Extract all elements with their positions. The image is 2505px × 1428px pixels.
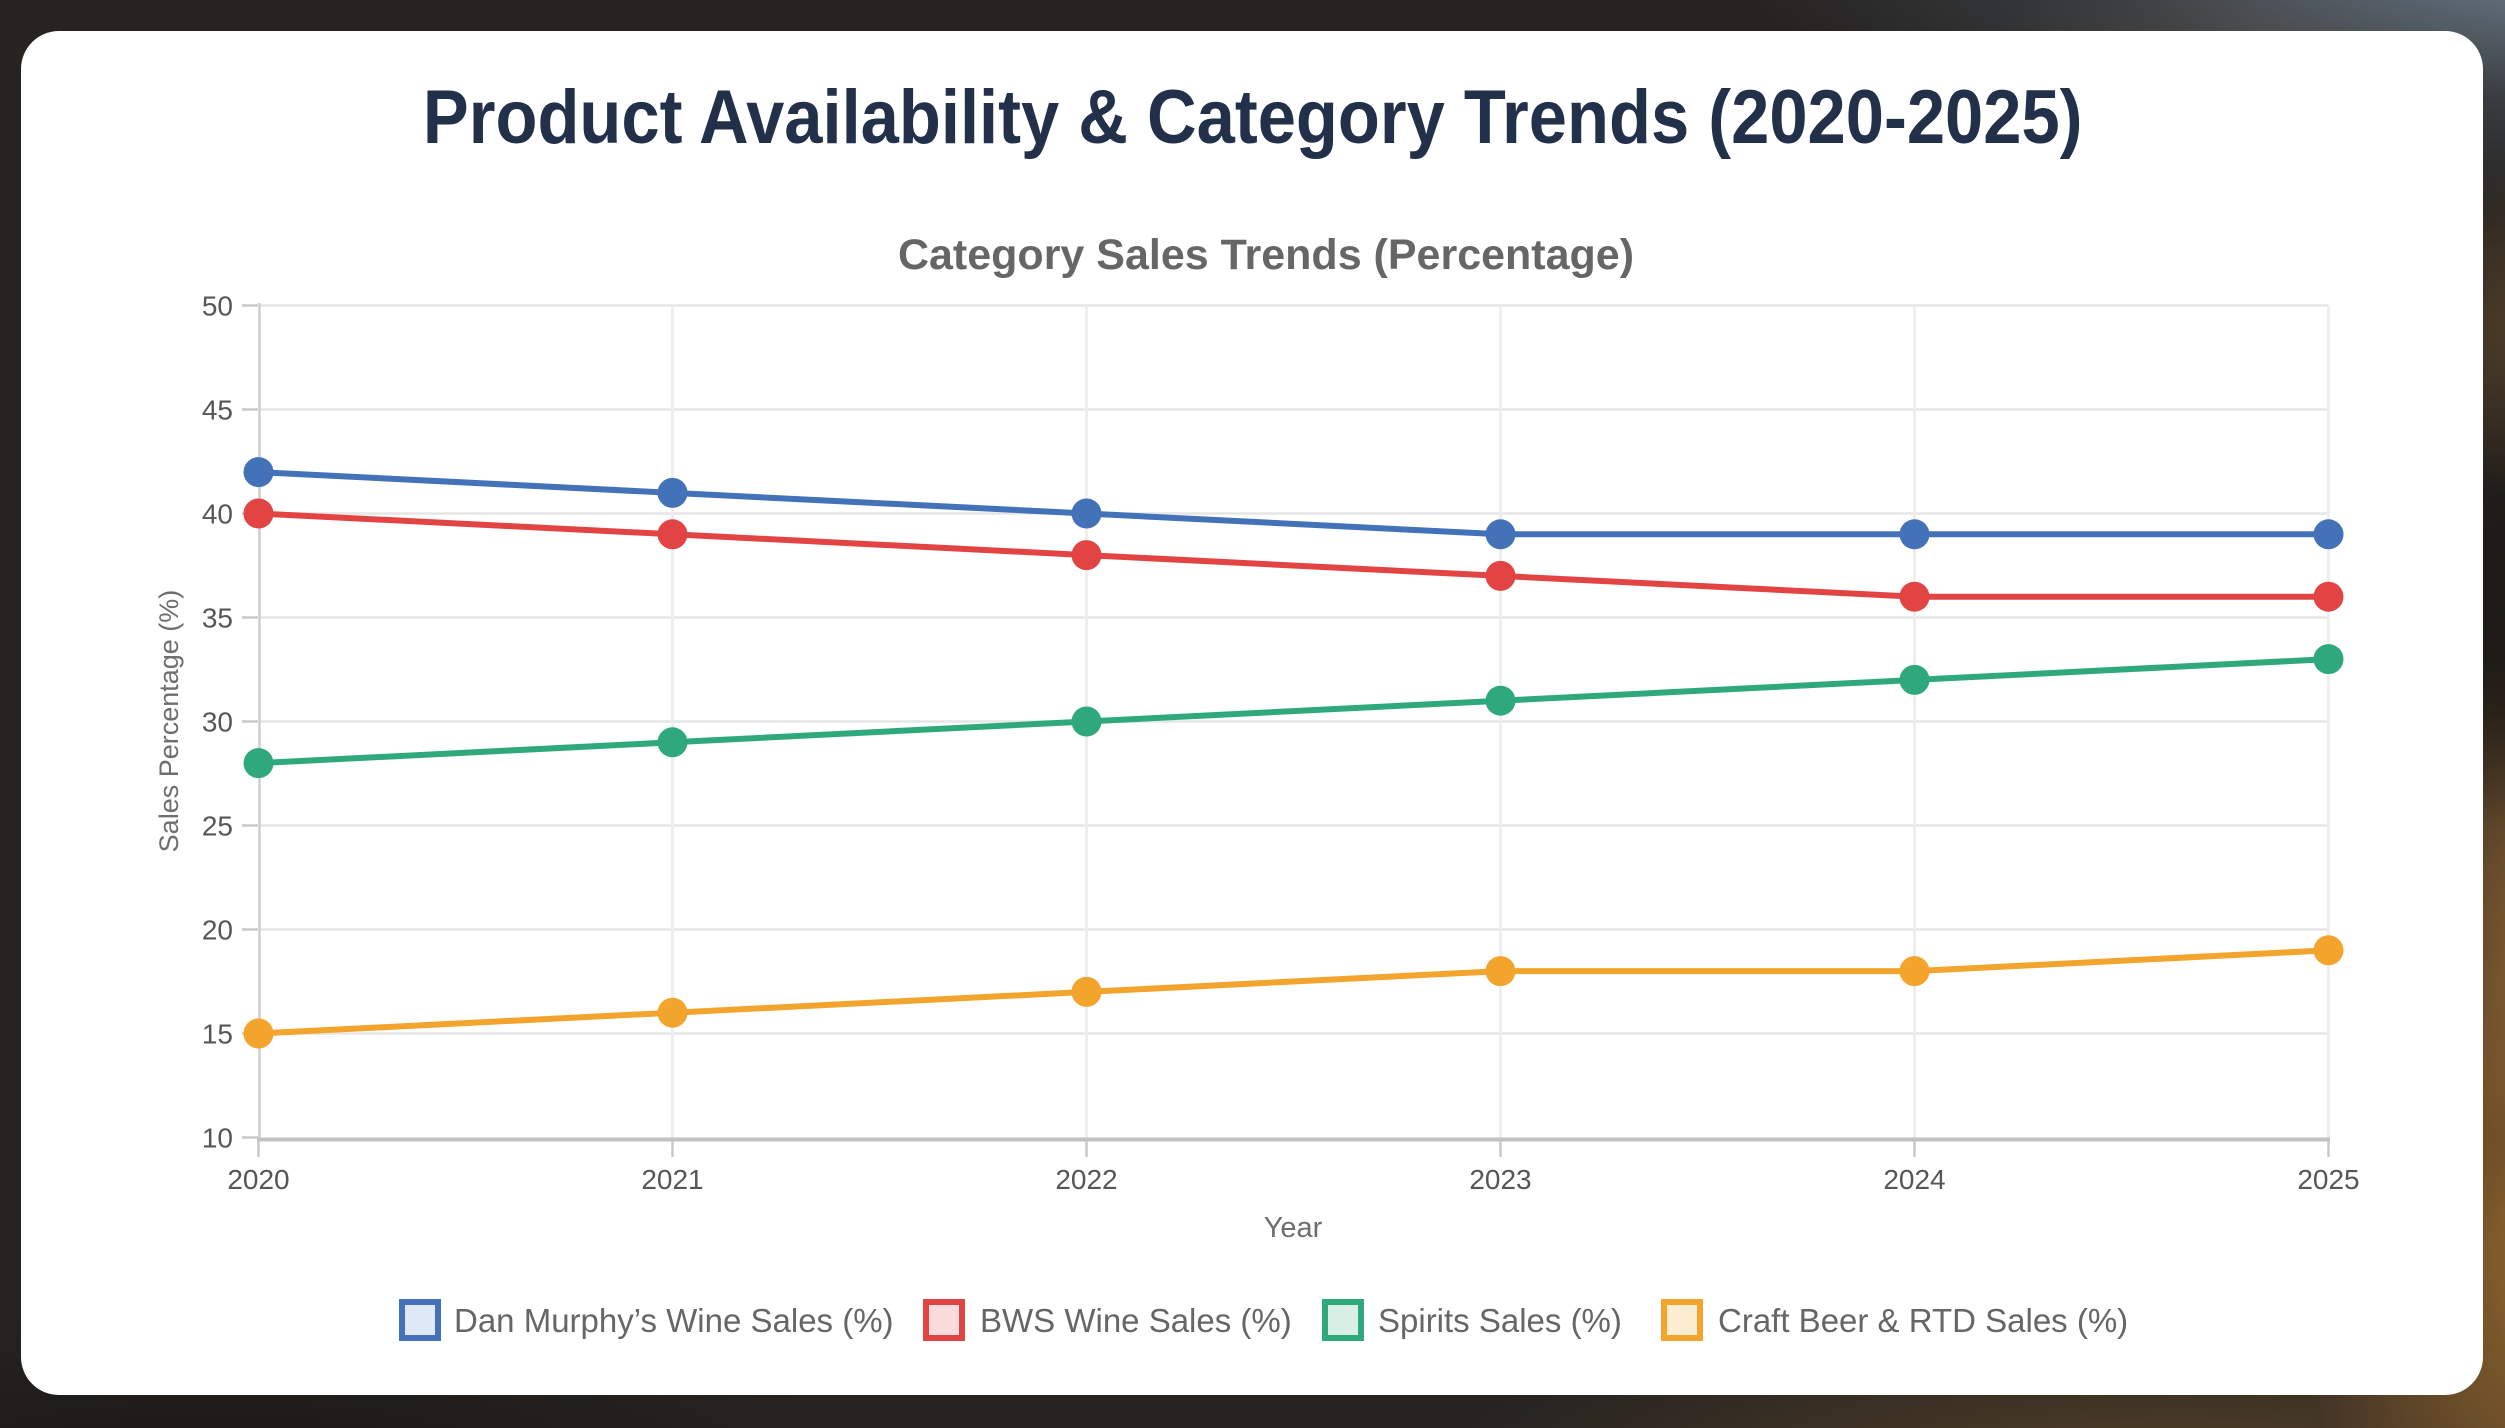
svg-text:Category Sales Trends (Percent: Category Sales Trends (Percentage) xyxy=(898,231,1634,279)
svg-text:Year: Year xyxy=(1264,1212,1323,1244)
svg-text:45: 45 xyxy=(202,395,233,426)
svg-text:2022: 2022 xyxy=(1055,1164,1117,1195)
svg-text:Craft Beer & RTD Sales (%): Craft Beer & RTD Sales (%) xyxy=(1718,1302,2128,1339)
svg-text:30: 30 xyxy=(202,707,233,738)
svg-text:40: 40 xyxy=(202,499,233,530)
svg-text:2025: 2025 xyxy=(2297,1164,2359,1195)
svg-text:35: 35 xyxy=(202,603,233,634)
svg-text:50: 50 xyxy=(202,291,233,322)
svg-text:10: 10 xyxy=(202,1123,233,1154)
svg-text:2021: 2021 xyxy=(641,1164,703,1195)
svg-text:2020: 2020 xyxy=(227,1164,289,1195)
svg-text:25: 25 xyxy=(202,811,233,842)
svg-text:2024: 2024 xyxy=(1883,1164,1945,1195)
svg-text:Sales Percentage (%): Sales Percentage (%) xyxy=(154,590,184,853)
svg-text:15: 15 xyxy=(202,1019,233,1050)
svg-text:2023: 2023 xyxy=(1469,1164,1531,1195)
svg-text:Dan Murphy’s Wine Sales (%): Dan Murphy’s Wine Sales (%) xyxy=(454,1302,894,1339)
svg-text:BWS Wine Sales (%): BWS Wine Sales (%) xyxy=(980,1302,1292,1339)
svg-text:20: 20 xyxy=(202,915,233,946)
svg-text:Spirits Sales (%): Spirits Sales (%) xyxy=(1378,1302,1622,1339)
